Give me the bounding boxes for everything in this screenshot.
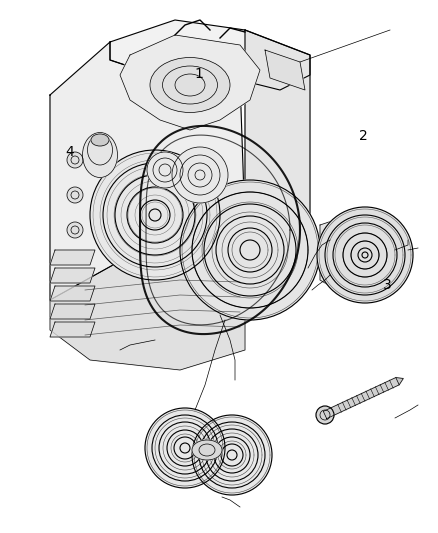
Polygon shape bbox=[323, 377, 399, 418]
Circle shape bbox=[67, 152, 83, 168]
Polygon shape bbox=[50, 268, 95, 283]
Ellipse shape bbox=[82, 133, 117, 177]
Circle shape bbox=[145, 408, 225, 488]
Circle shape bbox=[67, 187, 83, 203]
Polygon shape bbox=[50, 322, 95, 337]
Circle shape bbox=[192, 415, 272, 495]
Ellipse shape bbox=[192, 440, 222, 460]
Circle shape bbox=[180, 180, 320, 320]
Ellipse shape bbox=[91, 134, 109, 146]
Polygon shape bbox=[50, 225, 245, 370]
Polygon shape bbox=[245, 30, 310, 250]
Text: 2: 2 bbox=[359, 129, 368, 143]
Polygon shape bbox=[396, 377, 403, 385]
Text: 4: 4 bbox=[66, 145, 74, 159]
Polygon shape bbox=[50, 250, 95, 265]
Polygon shape bbox=[50, 304, 95, 319]
Circle shape bbox=[317, 207, 413, 303]
Circle shape bbox=[67, 222, 83, 238]
Circle shape bbox=[147, 152, 183, 188]
Polygon shape bbox=[50, 286, 95, 301]
Circle shape bbox=[90, 150, 220, 280]
Circle shape bbox=[316, 406, 334, 424]
Ellipse shape bbox=[150, 58, 230, 112]
Polygon shape bbox=[120, 35, 260, 130]
Text: 1: 1 bbox=[195, 67, 204, 80]
Polygon shape bbox=[110, 20, 310, 90]
Circle shape bbox=[172, 147, 228, 203]
Polygon shape bbox=[320, 215, 390, 295]
Polygon shape bbox=[50, 42, 245, 300]
Text: 3: 3 bbox=[383, 278, 392, 292]
Polygon shape bbox=[265, 50, 305, 90]
